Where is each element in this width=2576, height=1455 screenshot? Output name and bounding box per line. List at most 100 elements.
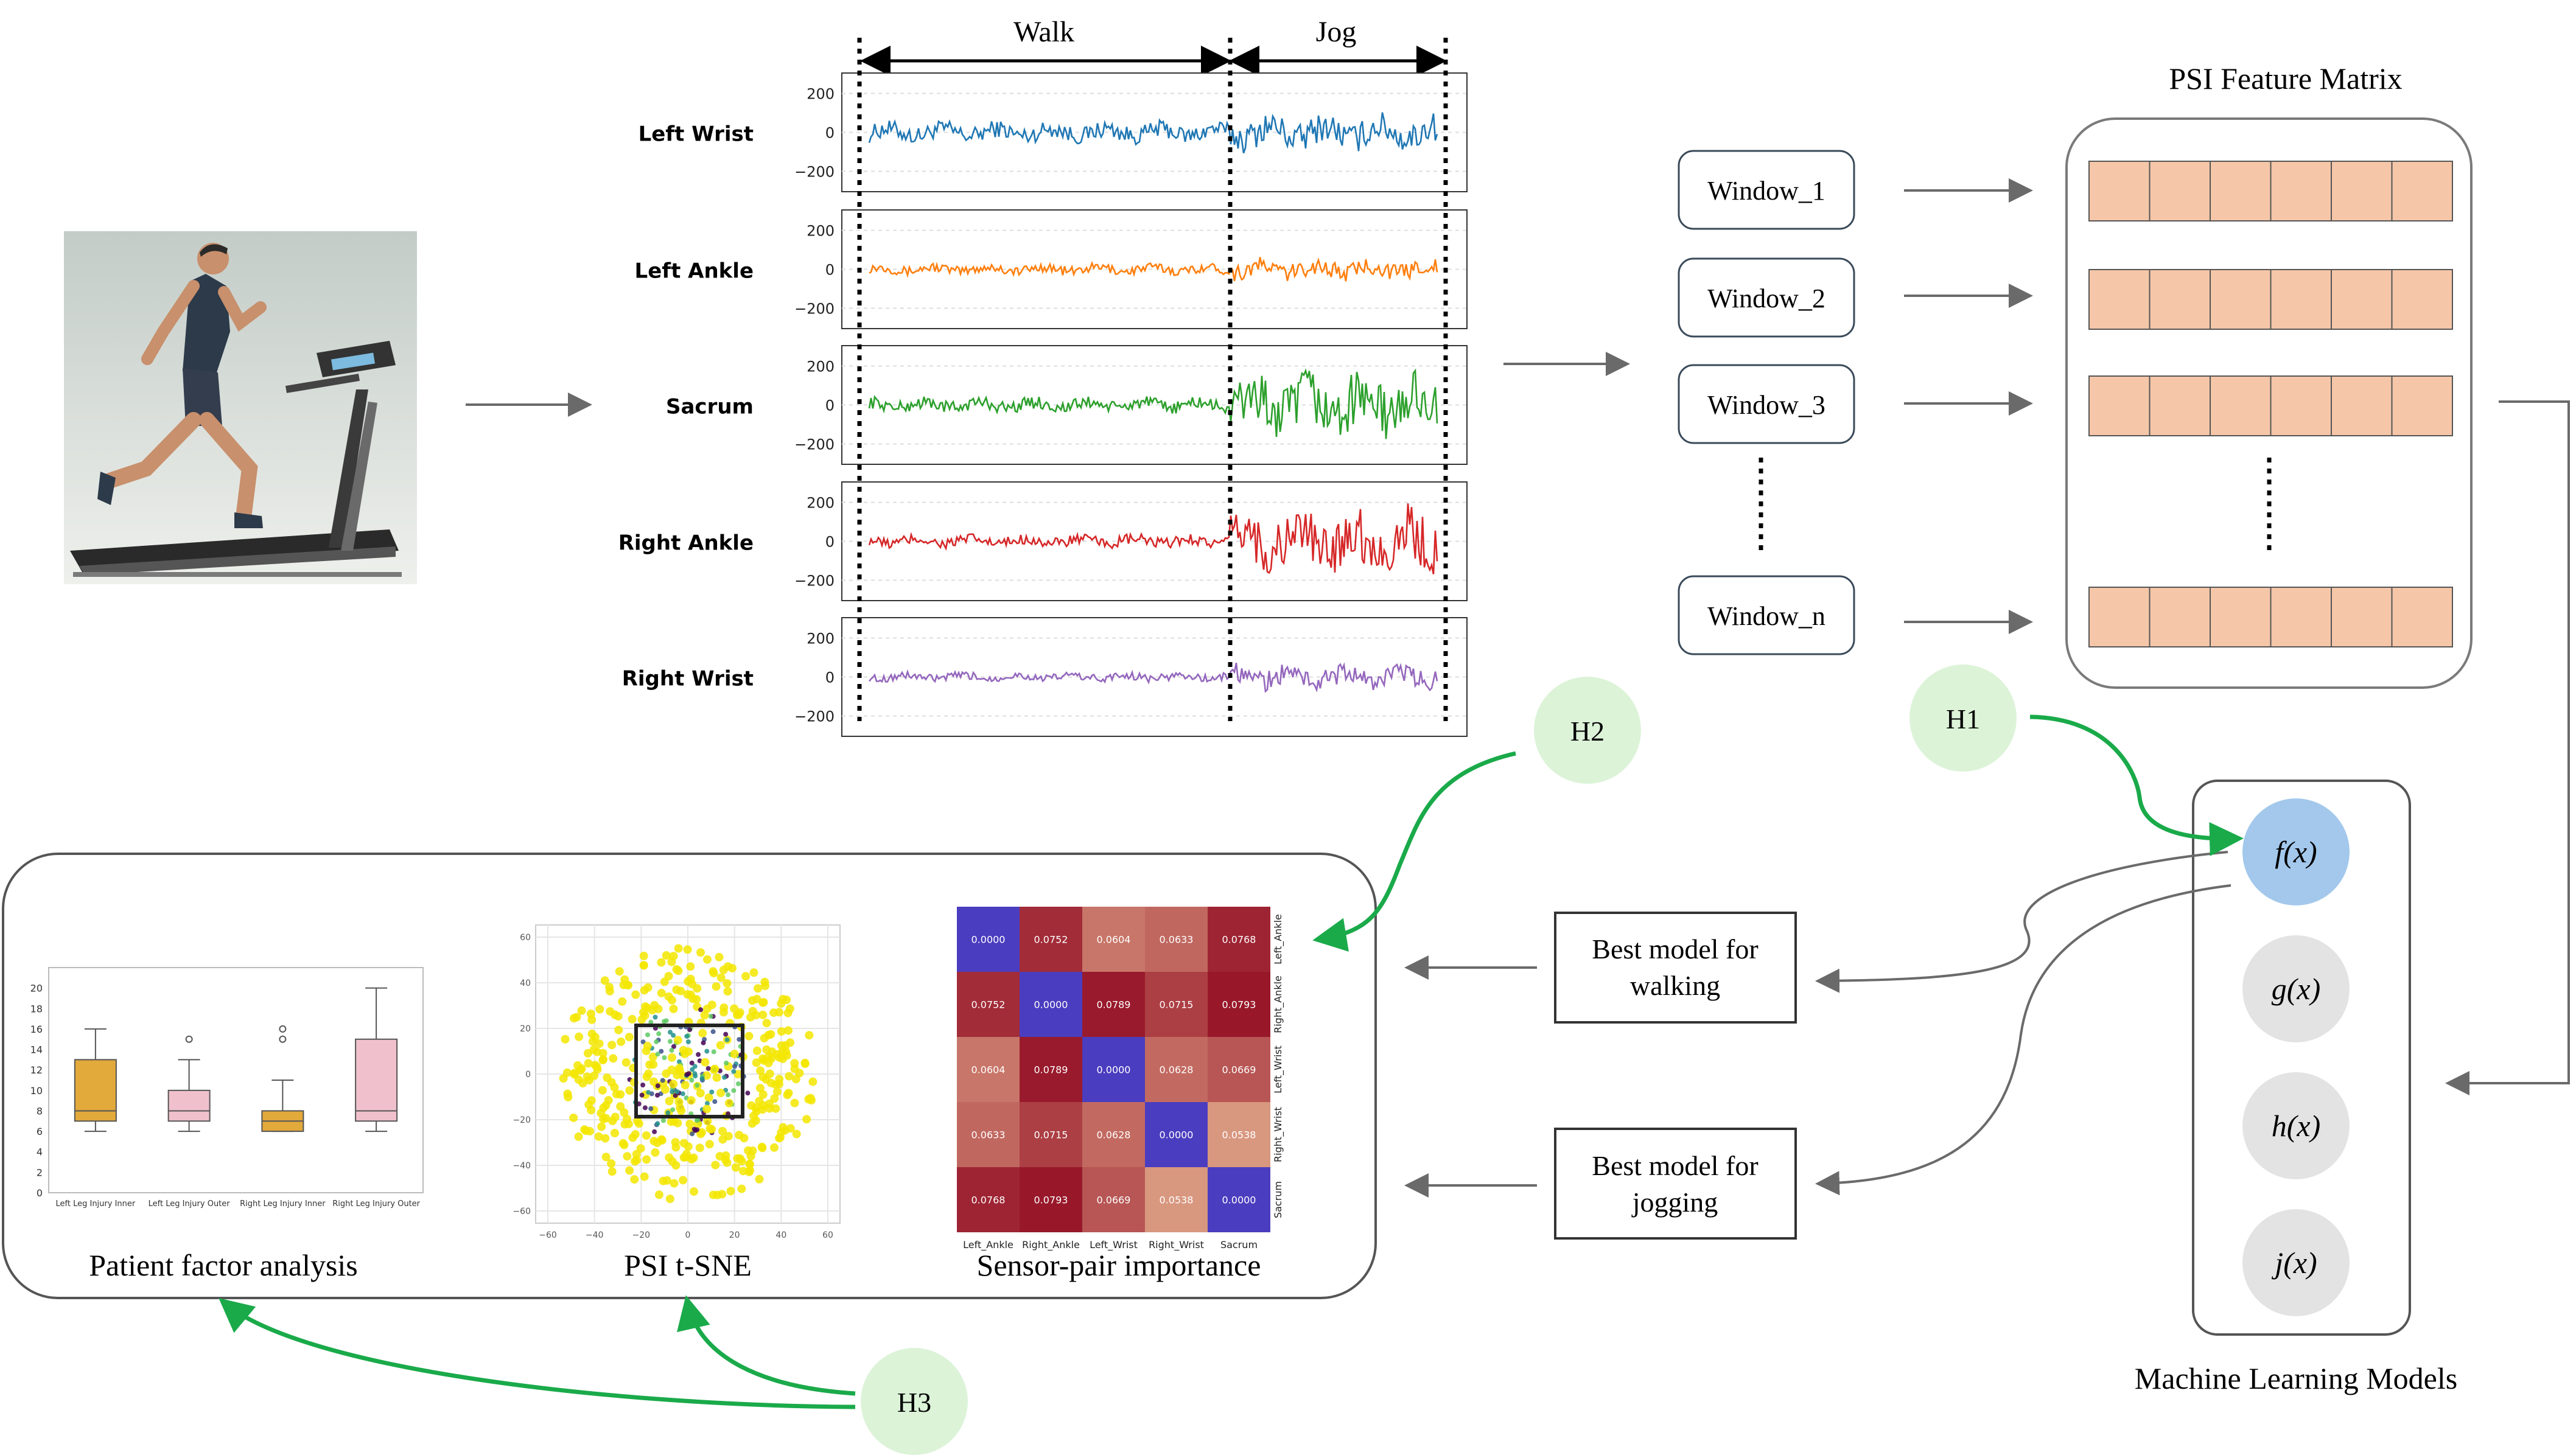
tsne-point [791, 1075, 800, 1084]
sensor-pair-caption: Sensor-pair importance [977, 1248, 1261, 1282]
signal-channel-label: Left Wrist [639, 122, 754, 147]
tsne-point [712, 1073, 721, 1082]
tsne-point [722, 1075, 727, 1080]
feature-matrix-title: PSI Feature Matrix [2169, 61, 2402, 96]
tsne-point [674, 1089, 680, 1094]
tsne-point [617, 1037, 626, 1046]
box-outlier [279, 1035, 287, 1043]
tsne-point [770, 1143, 779, 1152]
window-box-n: Window_n [1678, 575, 1855, 655]
tsne-point [723, 1158, 732, 1167]
tsne-point [696, 948, 705, 957]
window-label-n: Window_n [1707, 601, 1825, 631]
signal-tick-label: −200 [794, 164, 835, 181]
tsne-point [731, 1088, 737, 1094]
flow-arrow-matrix-to-models [2445, 400, 2570, 1095]
boxplot-box: Right Leg Injury Outer [332, 987, 421, 1209]
tsne-point [662, 951, 671, 960]
box-body [167, 1089, 211, 1122]
tsne-point [645, 1032, 650, 1038]
tsne-point [782, 996, 791, 1004]
tsne-point [762, 1019, 771, 1028]
boxplot-ytick: 16 [30, 1024, 43, 1035]
phase-label-jog: Jog [1316, 16, 1357, 48]
heatmap-cell: 0.0789 [1082, 972, 1145, 1037]
best-walking-line2: walking [1630, 970, 1720, 1001]
boxplot-category-label: Right Leg Injury Outer [332, 1199, 420, 1209]
matrix-cell [2391, 161, 2453, 222]
window-box-1: Window_1 [1678, 150, 1855, 230]
tsne-point [671, 1143, 681, 1152]
heatmap-value: 0.0768 [971, 1195, 1006, 1206]
tsne-point [662, 1055, 667, 1060]
matrix-cell [2331, 587, 2393, 647]
signal-row: Sacrum 200 0 −200 [666, 345, 1468, 465]
matrix-row [2088, 269, 2453, 330]
matrix-row [2088, 375, 2453, 436]
heatmap-value: 0.0604 [971, 1064, 1006, 1076]
tsne-point [640, 1083, 646, 1087]
boxplot-ytick: 12 [30, 1064, 43, 1076]
tsne-point [639, 961, 648, 970]
heatmap-xlabel: Left_Ankle [963, 1239, 1013, 1251]
tsne-point [736, 1081, 741, 1086]
tsne-point [653, 1014, 658, 1020]
heatmap-xlabel: Left_Wrist [1090, 1239, 1138, 1251]
tsne-point [673, 1093, 678, 1098]
tsne-point [623, 1152, 632, 1161]
tsne-point [746, 1013, 755, 1022]
tsne-point [718, 1126, 727, 1136]
heatmap-value: 0.0789 [1034, 1064, 1068, 1076]
tsne-point [603, 1073, 612, 1082]
heatmap-cell: 0.0633 [1145, 907, 1208, 972]
boxplot-ytick: 2 [37, 1167, 43, 1178]
tsne-point [663, 1018, 669, 1024]
hypothesis-h3: H3 [861, 1348, 968, 1455]
tsne-point [711, 1049, 716, 1055]
matrix-cell [2270, 269, 2332, 330]
heatmap-value: 0.0000 [971, 934, 1006, 946]
heatmap-xlabel: Sacrum [1220, 1239, 1258, 1251]
tsne-point [648, 1052, 657, 1061]
tsne-point [631, 1130, 640, 1139]
tsne-point [655, 1121, 660, 1126]
matrix-cell [2270, 161, 2332, 222]
tsne-point [802, 1115, 811, 1124]
tsne-point [611, 1129, 619, 1137]
tsne-point [640, 986, 649, 995]
tsne-point [667, 1053, 676, 1062]
heatmap-cell: 0.0669 [1208, 1037, 1270, 1102]
h3-label: H3 [897, 1387, 931, 1418]
tsne-point [668, 1039, 673, 1044]
tsne-point [614, 1025, 623, 1035]
matrix-cell [2210, 161, 2272, 222]
tsne-point [698, 1007, 704, 1013]
model-label: j(x) [2271, 1246, 2317, 1280]
heatmap-value: 0.0789 [1097, 999, 1131, 1011]
matrix-cell [2331, 269, 2393, 330]
tsne-point [639, 1008, 648, 1017]
heatmap-cell-fill [1020, 1102, 1082, 1167]
tsne-point [700, 1011, 709, 1020]
tsne-point [685, 1119, 695, 1128]
hypothesis-h1: H1 [1909, 665, 2017, 772]
tsne-xtick: 60 [822, 1230, 833, 1240]
model-label: g(x) [2272, 972, 2321, 1006]
tsne-point [618, 997, 627, 1006]
tsne-point [764, 1031, 773, 1040]
matrix-cell [2270, 375, 2332, 436]
heatmap-value: 0.0000 [1034, 999, 1068, 1011]
tsne-point [735, 1008, 744, 1017]
matrix-cell [2149, 161, 2211, 222]
signal-tick-label: 0 [825, 262, 835, 279]
heatmap-cell-fill [1082, 1037, 1145, 1102]
tsne-point [755, 1174, 764, 1184]
tsne-point [640, 1039, 646, 1045]
heatmap-cell: 0.0752 [1020, 907, 1082, 972]
tsne-point [573, 1061, 583, 1070]
tsne-point [695, 1083, 700, 1088]
matrix-cell [2088, 161, 2151, 222]
heatmap-cell-fill [1145, 1037, 1208, 1102]
heatmap-cell-fill [1208, 1102, 1270, 1167]
tsne-point [726, 1092, 731, 1098]
